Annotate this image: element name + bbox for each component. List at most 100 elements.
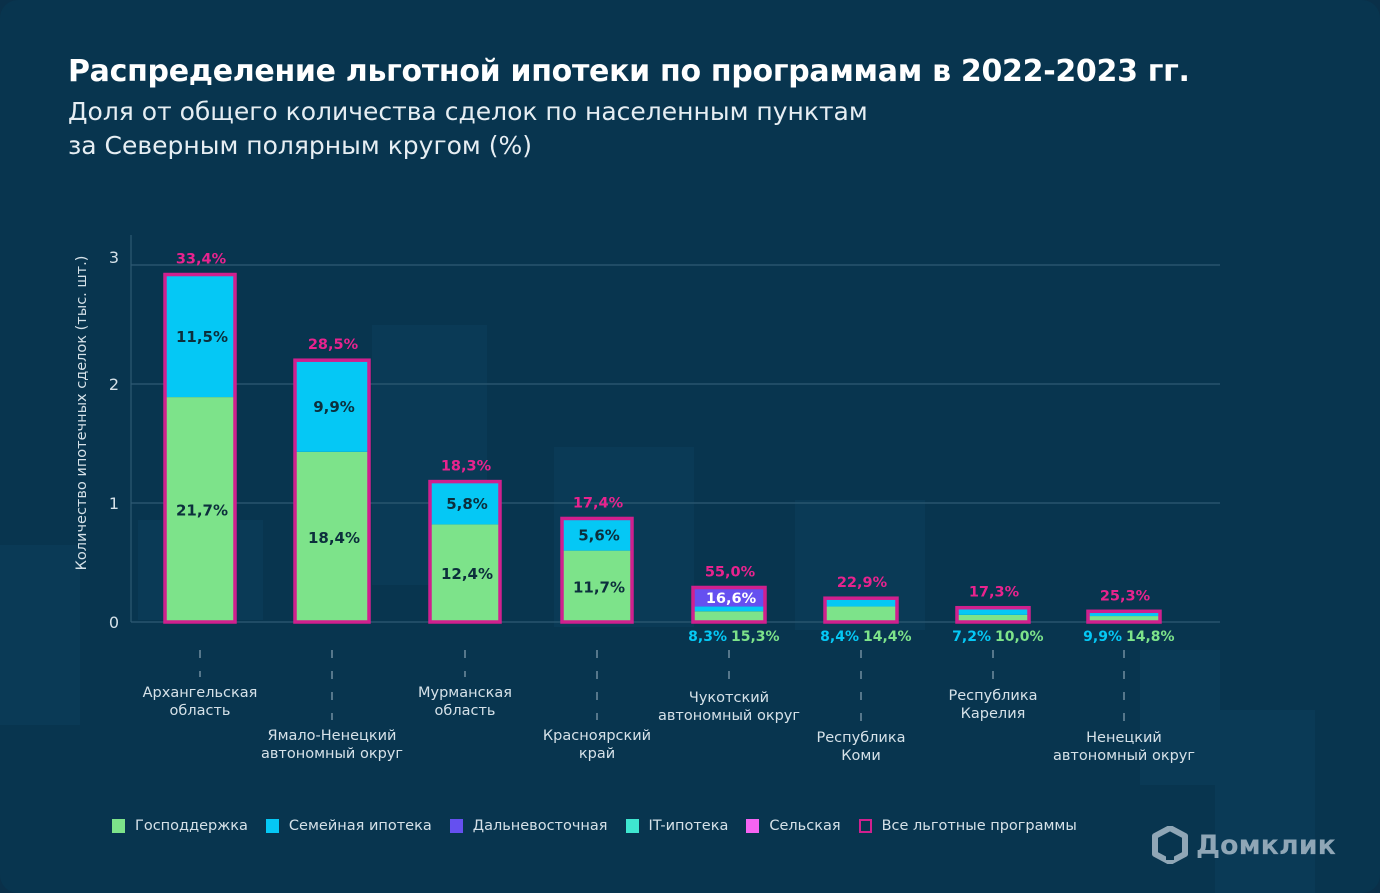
y-axis-label: Количество ипотечных сделок (тыс. шт.) bbox=[74, 256, 90, 571]
bar-segment-dalnevostochnaya bbox=[693, 587, 765, 607]
legend-label: Господдержка bbox=[135, 818, 248, 834]
bar-total-outline bbox=[428, 479, 502, 624]
bar-segment-gospodderzhka bbox=[295, 451, 369, 622]
segment-value-label: 11,5% bbox=[176, 328, 228, 346]
chart-title: Распределение льготной ипотеки по програ… bbox=[68, 54, 1190, 89]
bar-segment-semeynaya bbox=[693, 606, 765, 612]
bar-segment-gospodderzhka bbox=[562, 550, 632, 622]
segment-value-label: 21,7% bbox=[176, 502, 228, 520]
stacked-bar-chart: 0 1 2 3 Количество ипотечных сделок (тыс. шт… bbox=[74, 235, 1220, 764]
legend-swatch bbox=[858, 819, 872, 833]
y-tick-label: 0 bbox=[109, 613, 119, 632]
below-bar-label-semeynaya: 8,3% bbox=[688, 629, 727, 645]
legend-swatch bbox=[265, 819, 279, 833]
total-value-label: 17,4% bbox=[573, 495, 624, 511]
x-category-label: автономный округ bbox=[261, 746, 403, 762]
bar-total-outline bbox=[823, 596, 899, 624]
x-category-label: Республика bbox=[949, 688, 1038, 704]
legend-item-dalnevostochnaya: Дальневосточная bbox=[449, 818, 608, 834]
legend-swatch bbox=[625, 819, 639, 833]
bar-segment-semeynaya bbox=[957, 607, 1029, 615]
subtitle-line-2: за Северным полярным кругом (%) bbox=[68, 131, 532, 160]
legend-item-all: Все льготные программы bbox=[858, 818, 1077, 834]
y-tick-label: 3 bbox=[109, 248, 119, 267]
legend-label: Все льготные программы bbox=[881, 818, 1077, 834]
bar-segment-gospodderzhka bbox=[165, 397, 235, 622]
legend-item-semeynaya: Семейная ипотека bbox=[265, 818, 432, 834]
x-category-label: автономный округ bbox=[658, 708, 800, 724]
segment-value-label: 5,8% bbox=[446, 495, 488, 513]
segment-value-label: 12,4% bbox=[441, 565, 493, 583]
below-bar-label-semeynaya: 8,4% bbox=[820, 629, 859, 645]
legend-item-selskaya: Сельская bbox=[746, 818, 841, 834]
total-value-label: 33,4% bbox=[176, 252, 227, 268]
x-category-label: Ненецкий bbox=[1086, 730, 1162, 746]
total-value-label: 55,0% bbox=[705, 564, 756, 580]
bar-segment-gospodderzhka bbox=[825, 606, 897, 622]
below-bar-label-gospodderzhka: 15,3% bbox=[731, 629, 780, 645]
legend-swatch bbox=[112, 819, 125, 833]
x-category-label: область bbox=[170, 703, 231, 719]
legend-item-it: IT-ипотека bbox=[625, 818, 729, 834]
chart-subtitle: Доля от общего количества сделок по насе… bbox=[68, 95, 968, 163]
segment-value-label: 11,7% bbox=[573, 578, 625, 596]
legend-label: IT-ипотека bbox=[648, 818, 729, 834]
y-tick-label: 1 bbox=[109, 494, 119, 513]
bar-total-outline bbox=[691, 585, 767, 624]
segment-value-label: 18,4% bbox=[308, 529, 360, 547]
bar-total-outline bbox=[560, 516, 634, 624]
bar-total-outline bbox=[163, 272, 237, 624]
legend-swatch bbox=[746, 819, 760, 833]
below-bar-label-gospodderzhka: 14,8% bbox=[1126, 629, 1175, 645]
segment-value-label: 16,6% bbox=[706, 591, 757, 607]
y-tick-label: 2 bbox=[109, 375, 119, 394]
chart-legend: Господдержка Семейная ипотека Дальневосточ… bbox=[112, 818, 1095, 834]
legend-label: Дальневосточная bbox=[472, 818, 608, 834]
background-block bbox=[1215, 710, 1315, 893]
x-category-label: Коми bbox=[841, 748, 881, 764]
bar-segment-semeynaya bbox=[295, 360, 369, 452]
legend-item-gospodderzhka: Господдержка bbox=[112, 818, 248, 834]
below-bar-label-semeynaya: 9,9% bbox=[1083, 629, 1122, 645]
house-icon bbox=[1152, 826, 1188, 864]
subtitle-line-1: Доля от общего количества сделок по насе… bbox=[68, 97, 868, 126]
bar-total-outline bbox=[1086, 609, 1162, 624]
legend-swatch bbox=[449, 819, 463, 833]
bar-segment-semeynaya bbox=[430, 481, 500, 525]
bar-segment-gospodderzhka bbox=[957, 614, 1029, 622]
logo-text: Домклик bbox=[1196, 829, 1337, 861]
segment-value-label: 5,6% bbox=[578, 527, 620, 545]
segment-value-label: 9,9% bbox=[313, 398, 355, 416]
total-value-label: 22,9% bbox=[837, 575, 888, 591]
x-category-label: область bbox=[435, 703, 496, 719]
total-value-label: 18,3% bbox=[441, 459, 492, 475]
bar-segment-semeynaya bbox=[562, 518, 632, 551]
x-category-label: Красноярский bbox=[543, 728, 651, 744]
x-category-label: Карелия bbox=[961, 706, 1026, 722]
bar-segment-semeynaya bbox=[165, 274, 235, 398]
background-block bbox=[1140, 650, 1220, 785]
bar-total-outline bbox=[955, 605, 1031, 624]
bar-segment-gospodderzhka bbox=[693, 611, 765, 622]
below-bar-label-gospodderzhka: 10,0% bbox=[995, 629, 1044, 645]
bar-segment-semeynaya bbox=[825, 598, 897, 607]
x-category-label: Ямало-Ненецкий bbox=[268, 728, 397, 744]
bar-total-outline bbox=[293, 358, 371, 624]
background-block bbox=[0, 545, 80, 725]
x-category-label: Республика bbox=[817, 730, 906, 746]
legend-label: Семейная ипотека bbox=[288, 818, 432, 834]
bar-segment-gospodderzhka bbox=[1088, 616, 1160, 622]
x-category-label: Мурманская bbox=[418, 685, 512, 701]
total-value-label: 25,3% bbox=[1100, 588, 1151, 604]
total-value-label: 28,5% bbox=[308, 337, 359, 353]
below-bar-label-semeynaya: 7,2% bbox=[952, 629, 991, 645]
x-category-label: Чукотский bbox=[689, 690, 769, 706]
x-category-label: автономный округ bbox=[1053, 748, 1195, 764]
x-category-label: Архангельская bbox=[143, 685, 258, 701]
x-category-label: край bbox=[579, 746, 615, 762]
bar-segment-gospodderzhka bbox=[430, 524, 500, 622]
total-value-label: 17,3% bbox=[969, 585, 1020, 601]
bar-segment-semeynaya bbox=[1088, 611, 1160, 617]
domclick-logo: Домклик bbox=[1152, 826, 1336, 864]
